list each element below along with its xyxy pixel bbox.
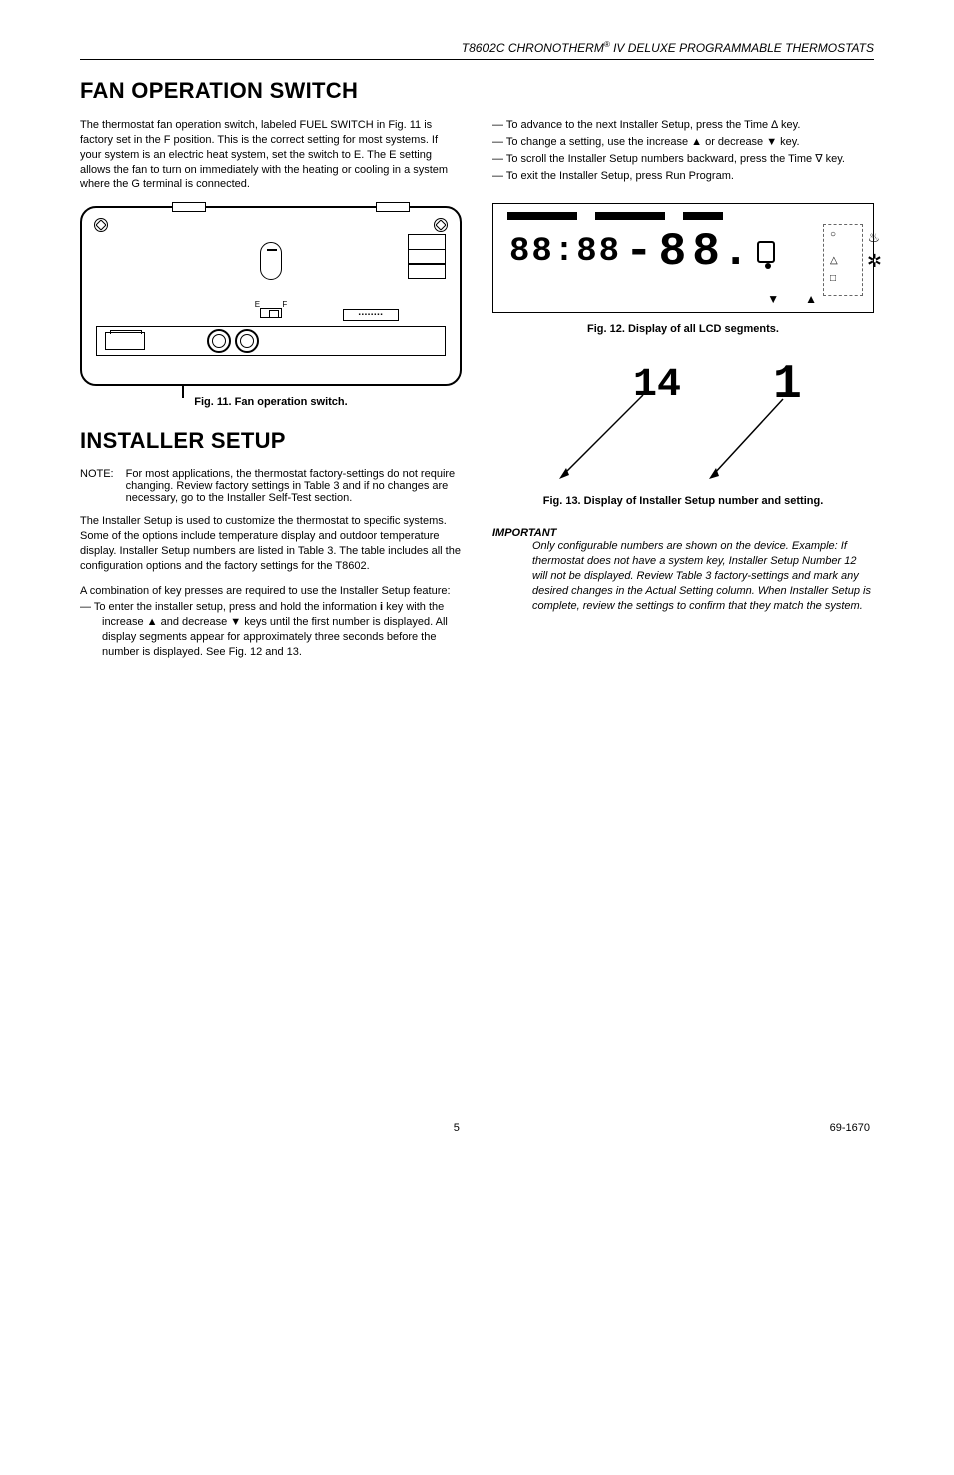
right-bullet-list: — To advance to the next Installer Setup… <box>492 118 874 183</box>
fig13-caption: Fig. 13. Display of Installer Setup numb… <box>492 495 874 507</box>
page-footer: 5 69-1670 <box>80 1122 874 1134</box>
li1-part-a: — To enter the installer setup, press an… <box>80 601 380 613</box>
fig11-screw-tr <box>434 218 448 232</box>
fig11-circle-1 <box>207 329 231 353</box>
note-label: NOTE: <box>80 468 114 504</box>
two-column-layout: The thermostat fan operation switch, lab… <box>80 118 874 662</box>
fig11-top-tabs <box>172 202 410 212</box>
note-body: For most applications, the thermostat fa… <box>126 468 462 504</box>
header-suffix: IV DELUXE PROGRAMMABLE THERMOSTATS <box>610 41 874 55</box>
fig11-connector-icon: ▪▪▪▪▪▪▪▪ <box>343 309 399 321</box>
list-item-enter: — To enter the installer setup, press an… <box>80 600 462 659</box>
list-item-change: — To change a setting, use the increase … <box>492 135 874 150</box>
lcd-top-bars <box>507 212 723 220</box>
list-item-advance: — To advance to the next Installer Setup… <box>492 118 874 133</box>
fig13-svg: 14 1 <box>492 355 874 485</box>
page-header: T8602C CHRONOTHERM® IV DELUXE PROGRAMMAB… <box>80 40 874 60</box>
important-label: IMPORTANT <box>492 527 874 539</box>
fig13-diagram: 14 1 <box>492 355 874 485</box>
fig11-screw-tl <box>94 218 108 232</box>
fig13-setup-number: 14 <box>633 363 681 408</box>
page-number: 5 <box>454 1122 460 1134</box>
triangle-icon: △ <box>830 255 838 266</box>
header-product: T8602C CHRONOTHERM <box>462 41 604 55</box>
fan-intro-text: The thermostat fan operation switch, lab… <box>80 118 462 192</box>
fig11-ef-switch <box>260 308 282 318</box>
lcd-big-8b: 8. <box>692 232 751 272</box>
circle-icon: ○ <box>830 229 836 240</box>
installer-section-title: INSTALLER SETUP <box>80 428 462 454</box>
fig11-circle-2 <box>235 329 259 353</box>
fig11-tab-right <box>376 202 410 212</box>
lcd-temp-icon <box>757 241 775 263</box>
fig11-diagram: E F ▪▪▪▪▪▪▪▪ <box>80 206 462 386</box>
decrease-arrow-icon: ▼ <box>767 292 779 306</box>
right-column: — To advance to the next Installer Setup… <box>492 118 874 662</box>
fig11-terminal-stack <box>408 234 446 278</box>
note-block: NOTE: For most applications, the thermos… <box>80 468 462 504</box>
fig11-caption: Fig. 11. Fan operation switch. <box>80 396 462 408</box>
fig11-center-switch <box>260 242 282 280</box>
fig13-setup-value: 1 <box>773 358 802 412</box>
fig12-caption: Fig. 12. Display of all LCD segments. <box>492 323 874 335</box>
doc-number: 69-1670 <box>830 1122 870 1134</box>
installer-para2: A combination of key presses are require… <box>80 584 462 599</box>
lcd-arrow-row: ▼ ▲ <box>767 292 817 306</box>
increase-arrow-icon: ▲ <box>805 292 817 306</box>
fig11-tab-left <box>172 202 206 212</box>
important-body: Only configurable numbers are shown on t… <box>492 539 874 613</box>
fig11-battery-icon <box>105 332 145 350</box>
square-icon: □ <box>830 273 836 284</box>
fig12-lcd: 88:88 - 8 8. ○ ♨ △ ✲ □ ▼ ▲ <box>492 203 874 313</box>
snowflake-icon: ✲ <box>867 251 882 272</box>
installer-para1: The Installer Setup is used to customize… <box>80 514 462 573</box>
flame-icon: ♨ <box>867 229 880 246</box>
list-item-scroll: — To scroll the Installer Setup numbers … <box>492 152 874 167</box>
lcd-mode-icons: ○ ♨ △ ✲ □ <box>823 224 863 296</box>
fig13-pointer-left <box>563 395 643 475</box>
lcd-big-8a: 8 <box>659 232 689 272</box>
lcd-dash: - <box>625 232 655 272</box>
left-column: The thermostat fan operation switch, lab… <box>80 118 462 662</box>
list-item-exit: — To exit the Installer Setup, press Run… <box>492 169 874 184</box>
left-bullet-list: — To enter the installer setup, press an… <box>80 600 462 659</box>
lcd-readout: 88:88 - 8 8. <box>509 232 775 272</box>
fig13-pointer-right <box>713 399 783 475</box>
lcd-time: 88:88 <box>509 233 621 271</box>
fig11-leg <box>182 384 184 398</box>
fig11-bottom-bar: ▪▪▪▪▪▪▪▪ <box>96 326 446 356</box>
fan-section-title: FAN OPERATION SWITCH <box>80 78 874 104</box>
